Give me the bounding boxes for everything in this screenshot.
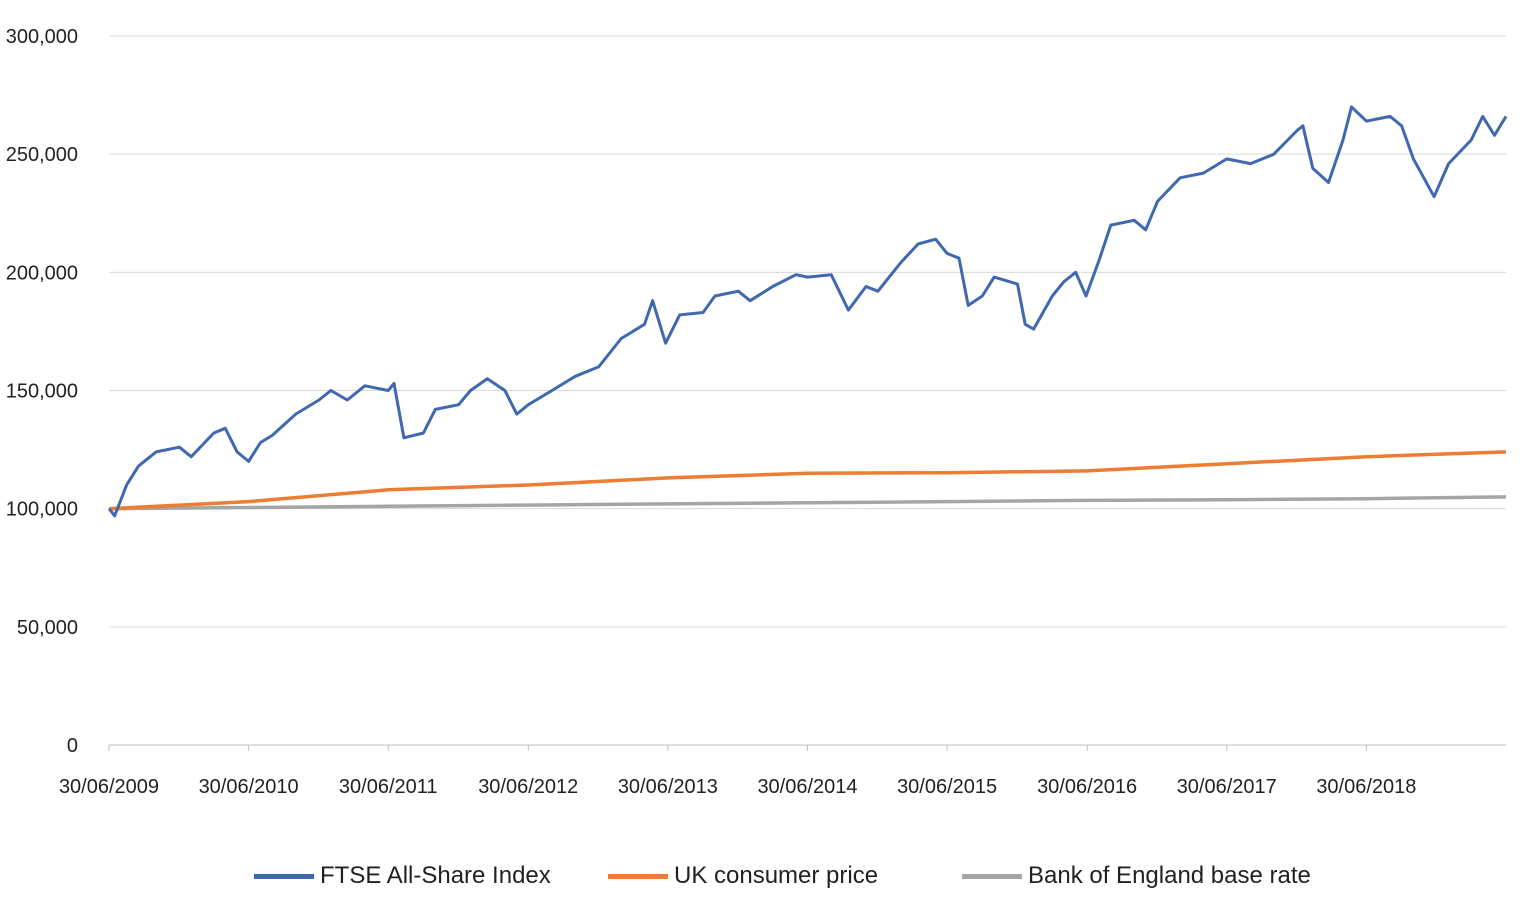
legend-swatch-ftse — [254, 873, 314, 879]
y-tick-label: 200,000 — [6, 262, 78, 284]
x-tick-label: 30/06/2018 — [1316, 776, 1416, 798]
series-line-ftse — [107, 105, 1508, 518]
x-tick-label: 30/06/2010 — [199, 776, 299, 798]
x-tick-label: 30/06/2014 — [757, 776, 857, 798]
x-tick-label: 30/06/2015 — [897, 776, 997, 798]
x-tick-label: 30/06/2013 — [618, 776, 718, 798]
chart-legend: FTSE All-Share Index UK consumer price B… — [0, 862, 1523, 902]
y-tick-label: 50,000 — [17, 617, 78, 639]
y-tick-label: 100,000 — [6, 499, 78, 521]
series-line-cpi — [108, 450, 1507, 511]
x-tick-label: 30/06/2012 — [478, 776, 578, 798]
x-tick-label: 30/06/2017 — [1177, 776, 1277, 798]
legend-swatch-cpi — [608, 873, 668, 879]
legend-label-cpi: UK consumer price — [674, 862, 879, 889]
legend-item-cpi: UK consumer price — [608, 862, 878, 890]
legend-label-boe: Bank of England base rate — [1028, 862, 1311, 889]
x-tick-label: 30/06/2016 — [1037, 776, 1137, 798]
legend-label-ftse: FTSE All-Share Index — [320, 862, 551, 889]
series-line-boe — [108, 495, 1507, 511]
line-chart: 0 50,000 100,000 150,000 200,000 250,000 300,0… — [6, 26, 1508, 798]
y-tick-label: 250,000 — [6, 144, 78, 166]
y-tick-label: 150,000 — [6, 381, 78, 403]
x-tick-label: 30/06/2009 — [59, 776, 159, 798]
y-tick-label: 300,000 — [6, 26, 78, 48]
y-tick-label: 0 — [67, 735, 78, 757]
x-tick-label: 30/06/2011 — [339, 776, 438, 798]
legend-item-boe: Bank of England base rate — [962, 862, 1311, 890]
legend-item-ftse: FTSE All-Share Index — [254, 862, 551, 890]
legend-swatch-boe — [962, 873, 1022, 879]
